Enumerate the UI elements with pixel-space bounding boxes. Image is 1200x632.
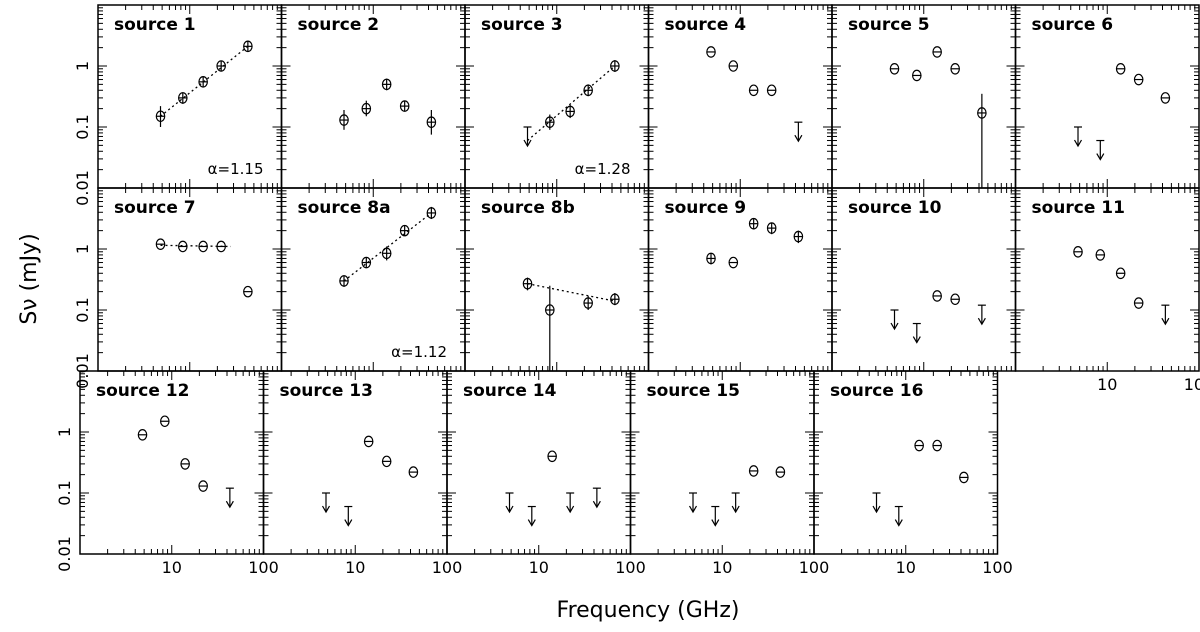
x-tick-label: 10 <box>1097 375 1117 394</box>
x-tick-label: 100 <box>248 558 279 577</box>
y-tick-label: 0.01 <box>73 170 92 206</box>
x-axis-label: Frequency (GHz) <box>557 598 740 623</box>
y-tick-label: 1 <box>73 61 92 71</box>
panel-title: source 9 <box>665 198 747 218</box>
upper-limit-arrow <box>894 519 903 527</box>
panel-title: source 1 <box>114 15 196 35</box>
x-tick-label: 100 <box>615 558 646 577</box>
x-tick-label: 100 <box>982 558 1013 577</box>
panel-title: source 15 <box>647 381 740 401</box>
y-tick-label: 1 <box>73 244 92 254</box>
alpha-label: α=1.28 <box>575 160 631 178</box>
x-tick-label: 10 <box>162 558 182 577</box>
upper-limit-arrow <box>872 505 881 514</box>
fit-line <box>160 244 231 248</box>
upper-limit-arrow <box>523 139 532 148</box>
fit-line <box>527 283 615 302</box>
x-tick-label: 100 <box>1184 375 1200 394</box>
panel-title: source 2 <box>298 15 380 35</box>
upper-limit-arrow <box>1096 153 1105 161</box>
alpha-label: α=1.15 <box>208 160 264 178</box>
fit-line <box>527 65 616 142</box>
upper-limit-arrow <box>527 519 536 527</box>
panel-title: source 5 <box>848 15 930 35</box>
upper-limit-arrow <box>1161 317 1170 326</box>
x-tick-label: 10 <box>529 558 549 577</box>
upper-limit-arrow <box>688 505 698 514</box>
upper-limit-arrow <box>344 519 353 527</box>
panel-title: source 8a <box>298 198 391 218</box>
upper-limit-arrow <box>1073 139 1083 148</box>
upper-limit-arrow <box>321 505 331 514</box>
upper-limit-arrow <box>592 500 601 509</box>
alpha-label: α=1.12 <box>391 343 447 361</box>
upper-limit-arrow <box>912 336 921 344</box>
y-tick-label: 0.01 <box>55 536 74 572</box>
upper-limit-arrow <box>711 519 720 527</box>
panel-title: source 6 <box>1032 15 1114 35</box>
panel-title: source 12 <box>96 381 189 401</box>
upper-limit-arrow <box>225 500 234 509</box>
panel-title: source 14 <box>463 381 557 401</box>
upper-limit-arrow <box>890 322 899 331</box>
panel-title: source 4 <box>665 15 747 35</box>
upper-limit-arrow <box>731 505 740 514</box>
panel-title: source 3 <box>481 15 563 35</box>
upper-limit-arrow <box>566 505 575 514</box>
y-axis-label: Sν (mJy) <box>17 233 42 324</box>
x-tick-label: 100 <box>432 558 463 577</box>
y-tick-label: 0.1 <box>55 480 74 505</box>
upper-limit-arrow <box>977 317 986 326</box>
panel-title: source 16 <box>830 381 923 401</box>
y-tick-label: 0.1 <box>73 114 92 139</box>
panel-title: source 11 <box>1032 198 1125 218</box>
panel-title: source 7 <box>114 198 196 218</box>
y-tick-label: 1 <box>55 427 74 437</box>
x-tick-label: 100 <box>799 558 830 577</box>
upper-limit-arrow <box>794 134 803 143</box>
x-tick-label: 10 <box>896 558 916 577</box>
panel-title: source 8b <box>481 198 575 218</box>
fit-line <box>343 212 432 282</box>
x-tick-label: 10 <box>712 558 732 577</box>
panel-title: source 10 <box>848 198 942 218</box>
upper-limit-arrow <box>505 505 514 514</box>
y-tick-label: 0.1 <box>73 297 92 322</box>
panel-title: source 13 <box>280 381 373 401</box>
x-tick-label: 10 <box>345 558 365 577</box>
